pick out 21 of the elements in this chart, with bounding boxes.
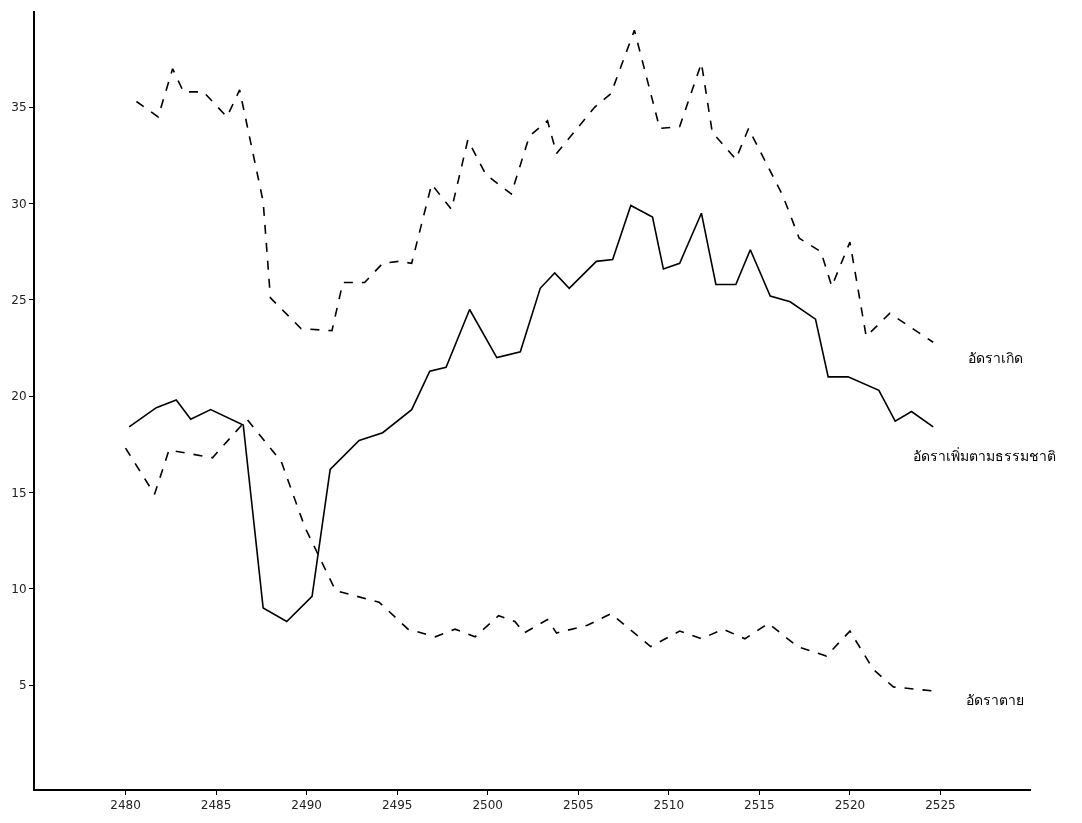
x-tick-label: 2500: [472, 798, 503, 813]
text: อัดราเพิ่มตามธรรมชาติ: [913, 447, 1056, 464]
x-tick-label: 2490: [291, 798, 322, 813]
y-tick-label: 5: [18, 678, 27, 693]
y-tick-label: 15: [11, 485, 27, 500]
y-tick-label: 25: [11, 293, 27, 308]
y-tick-label: 20: [11, 389, 27, 404]
y-tick-label: 10: [11, 581, 27, 596]
line-series: [135, 29, 935, 344]
x-tick-label: 2495: [381, 798, 413, 813]
x-tick-label: 2480: [110, 798, 141, 813]
y-tick-label: 35: [11, 100, 27, 115]
y-tick-label: 30: [11, 196, 27, 211]
x-tick-label: 2510: [653, 798, 685, 813]
text: อัดราตาย: [966, 692, 1024, 708]
x-tick-label: 2485: [200, 798, 232, 813]
x-tick-label: 2515: [744, 798, 775, 813]
x-tick-label: 2520: [834, 798, 866, 813]
x-tick-label: 2525: [925, 798, 956, 813]
x-tick-label: 2505: [563, 798, 594, 813]
text: อัดราเกิด: [968, 350, 1023, 366]
